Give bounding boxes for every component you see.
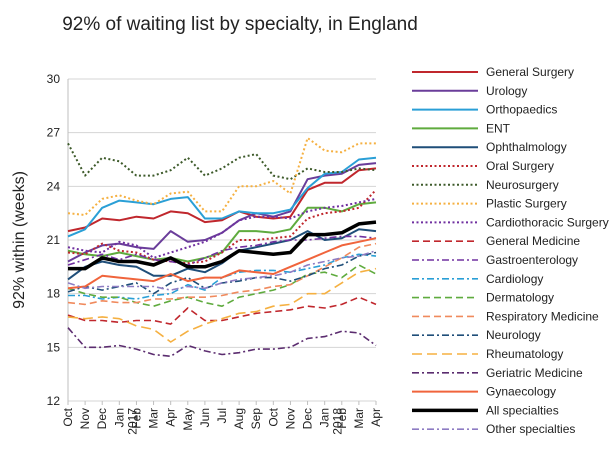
legend-item-plastic-surgery: Plastic Surgery — [412, 197, 567, 211]
x-tick-label: Mar — [352, 408, 366, 429]
legend-label: Gynaecology — [486, 385, 556, 399]
x-tick-label: Dec — [301, 408, 315, 429]
y-axis-ticks: 12 15 18 21 24 27 30 — [47, 72, 61, 408]
legend-item-ophthalmology: Ophthalmology — [412, 140, 567, 154]
legend-label: Ophthalmology — [486, 140, 567, 154]
x-tick-label: Nov — [78, 408, 92, 429]
legend-item-gynaecology: Gynaecology — [412, 385, 556, 399]
series-line-rheumatology — [67, 267, 377, 343]
legend-label: General Surgery — [486, 65, 574, 79]
legend-item-urology: Urology — [412, 84, 527, 98]
x-tick-label: May — [181, 408, 195, 431]
x-tick-label: Oct — [61, 407, 75, 426]
series-line-orthopaedics — [67, 156, 377, 238]
legend-item-dermatology: Dermatology — [412, 291, 554, 305]
legend-item-ent: ENT — [412, 121, 511, 135]
y-tick-label: 24 — [47, 179, 61, 193]
legend-item-respiratory-medicine: Respiratory Medicine — [412, 309, 599, 323]
legend-label: Orthopaedics — [486, 103, 557, 117]
series-line-cardiology — [68, 253, 377, 300]
legend-label: Dermatology — [486, 291, 554, 305]
legend: General Surgery Urology Orthopaedics ENT Oph… — [412, 65, 609, 436]
y-tick-label: 21 — [47, 233, 61, 247]
x-tick-label: Oct — [266, 407, 280, 426]
series-line-dermatology — [67, 264, 377, 308]
x-tick-label: Mar — [147, 408, 161, 429]
legend-label: All specialties — [486, 403, 559, 417]
legend-item-all-specialties: All specialties — [412, 403, 559, 417]
series-line-gynaecology — [67, 237, 377, 290]
y-tick-label: 30 — [47, 72, 61, 86]
x-tick-label: Sep — [249, 408, 263, 430]
x-tick-label: Apr — [369, 408, 383, 427]
legend-item-geriatric-medicine: Geriatric Medicine — [412, 366, 583, 380]
x-tick-label: Nov — [283, 408, 297, 429]
legend-item-gastroenterology: Gastroenterology — [412, 253, 578, 267]
legend-label: Geriatric Medicine — [486, 366, 583, 380]
y-tick-label: 15 — [47, 340, 61, 354]
series-line-geriatric-medicine — [67, 327, 377, 358]
series-line-respiratory-medicine — [67, 242, 377, 306]
legend-label: Rheumatology — [486, 347, 563, 361]
legend-label: Other specialties — [486, 422, 575, 436]
x-tick-label: Jan — [112, 408, 126, 427]
legend-label: Urology — [486, 84, 527, 98]
legend-item-cardiothoracic-surgery: Cardiothoracic Surgery — [412, 215, 609, 229]
series-line-cardiothoracic-surgery — [67, 197, 377, 259]
legend-item-rheumatology: Rheumatology — [412, 347, 563, 361]
y-tick-label: 18 — [47, 287, 61, 301]
x-tick-label: Aug — [232, 408, 246, 429]
y-tick-label: 27 — [47, 126, 61, 140]
x-tick-label-year: 2018 — [331, 408, 345, 435]
x-tick-label-year: 2017 — [125, 408, 139, 435]
y-axis-label: 92% within (weeks) — [11, 171, 28, 309]
series-line-all-specialties — [68, 220, 377, 271]
x-tick-label: Apr — [164, 408, 178, 427]
legend-item-neurology: Neurology — [412, 328, 541, 342]
legend-item-neurosurgery: Neurosurgery — [412, 178, 559, 192]
series-line-other-specialties — [67, 249, 377, 291]
legend-item-orthopaedics: Orthopaedics — [412, 103, 557, 117]
legend-label: Respiratory Medicine — [486, 309, 599, 323]
x-tick-label: Feb — [129, 408, 143, 429]
series-line-oral-surgery — [67, 189, 377, 265]
legend-label: Oral Surgery — [486, 159, 554, 173]
series-line-neurosurgery — [67, 142, 377, 181]
x-tick-label: Jul — [215, 408, 229, 423]
x-tick-label: Jun — [198, 408, 212, 427]
chart-title: 92% of waiting list by specialty, in Eng… — [62, 14, 418, 35]
legend-label: Cardiology — [486, 272, 543, 286]
legend-label: Cardiothoracic Surgery — [486, 215, 609, 229]
legend-item-oral-surgery: Oral Surgery — [412, 159, 554, 173]
legend-label: General Medicine — [486, 234, 580, 248]
legend-label: Plastic Surgery — [486, 197, 567, 211]
legend-label: ENT — [486, 121, 511, 135]
x-tick-label: Feb — [335, 408, 349, 429]
x-tick-label: Jan — [318, 408, 332, 427]
legend-item-cardiology: Cardiology — [412, 272, 543, 286]
series-line-general-surgery — [67, 167, 377, 233]
legend-item-other-specialties: Other specialties — [412, 422, 575, 436]
legend-item-general-medicine: General Medicine — [412, 234, 580, 248]
series-line-gastroenterology — [67, 235, 377, 266]
series-line-general-medicine — [67, 296, 377, 325]
plot-series — [67, 137, 377, 358]
legend-label: Neurosurgery — [486, 178, 559, 192]
x-tick-label: Dec — [95, 408, 109, 429]
legend-label: Gastroenterology — [486, 253, 578, 267]
y-tick-label: 12 — [47, 394, 61, 408]
legend-label: Neurology — [486, 328, 541, 342]
legend-item-general-surgery: General Surgery — [412, 65, 574, 79]
